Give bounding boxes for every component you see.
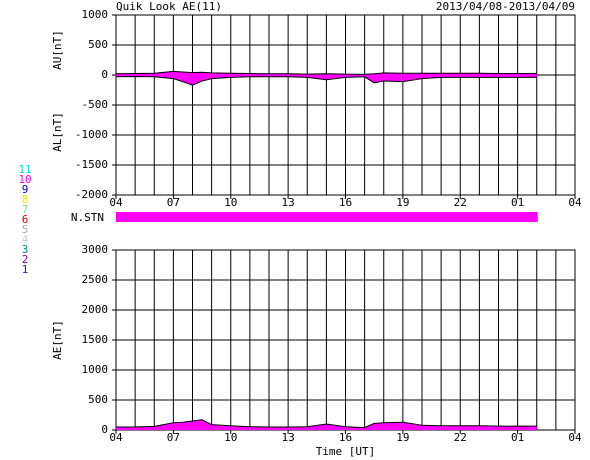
- x-tick-label: 13: [282, 196, 295, 209]
- x-tick-label: 10: [224, 196, 237, 209]
- y-tick-label: -500: [82, 98, 109, 111]
- x-tick-label: 10: [224, 431, 237, 444]
- x-tick-label: 22: [454, 431, 467, 444]
- area: [116, 71, 537, 75]
- station-legend-label: 5: [22, 223, 29, 236]
- y-tick-label: -1000: [75, 128, 108, 141]
- x-tick-label: 22: [454, 196, 467, 209]
- y-tick-label: -2000: [75, 188, 108, 201]
- station-legend-label: 10: [18, 173, 31, 186]
- series-line: [115, 70, 537, 75]
- y-tick-label: 1000: [82, 8, 109, 21]
- y-tick-label: 500: [88, 38, 108, 51]
- station-legend-label: 7: [22, 203, 29, 216]
- station-legend-label: 9: [22, 183, 29, 196]
- x-tick-label: 01: [511, 431, 524, 444]
- station-legend-label: 1: [22, 263, 29, 276]
- x-tick-label: 07: [167, 196, 180, 209]
- station-label: N.STN: [71, 211, 104, 224]
- station-legend-label: 2: [22, 253, 29, 266]
- station-legend-label: 6: [22, 213, 29, 226]
- x-axis-label: Time [UT]: [316, 445, 376, 458]
- x-tick-label: 19: [396, 431, 409, 444]
- y-tick-label: 0: [101, 423, 108, 436]
- y-tick-label: 2500: [82, 273, 109, 286]
- x-tick-label: 07: [167, 431, 180, 444]
- y-tick-label: 1000: [82, 363, 109, 376]
- x-tick-label: 04: [568, 431, 582, 444]
- x-tick-label: 16: [339, 196, 352, 209]
- x-tick-label: 19: [396, 196, 409, 209]
- x-tick-label: 04: [109, 431, 123, 444]
- x-tick-label: 16: [339, 431, 352, 444]
- y-tick-label: 3000: [82, 243, 109, 256]
- station-legend-label: 4: [22, 233, 29, 246]
- y-tick-label: 1500: [82, 333, 109, 346]
- x-tick-label: 01: [511, 196, 524, 209]
- series-line: [115, 75, 537, 86]
- date-range: 2013/04/08-2013/04/09: [436, 0, 575, 13]
- x-tick-label: 04: [568, 196, 582, 209]
- y-tick-label: 2000: [82, 303, 109, 316]
- x-tick-label: 04: [109, 196, 123, 209]
- station-legend-label: 3: [22, 243, 29, 256]
- station-legend-label: 11: [18, 163, 31, 176]
- y-axis-label: AL[nT]: [51, 112, 64, 152]
- y-axis-label: AE[nT]: [51, 320, 64, 360]
- plot-frame: [115, 14, 576, 196]
- area: [116, 419, 537, 430]
- station-legend-label: 8: [22, 193, 29, 206]
- y-tick-label: 500: [88, 393, 108, 406]
- y-tick-label: 0: [101, 68, 108, 81]
- x-tick-label: 13: [282, 431, 295, 444]
- station-coverage-bar: [116, 212, 538, 222]
- y-axis-label: AU[nT]: [51, 30, 64, 70]
- y-tick-label: -1500: [75, 158, 108, 171]
- title: Quik Look AE(11): [116, 0, 222, 13]
- series-line: [116, 419, 537, 429]
